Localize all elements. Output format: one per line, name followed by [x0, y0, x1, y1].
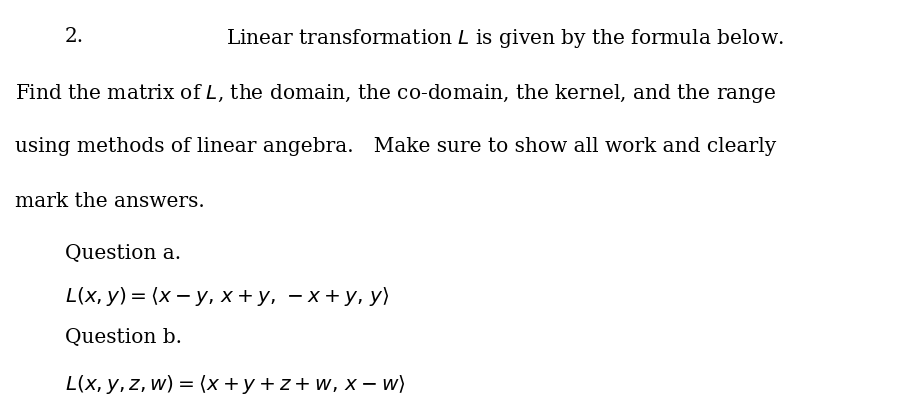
Text: Find the matrix of $L$, the domain, the co-domain, the kernel, and the range: Find the matrix of $L$, the domain, the …: [15, 82, 776, 105]
Text: $L(x, y, z, w) = \langle x + y + z + w,\, x - w\rangle$: $L(x, y, z, w) = \langle x + y + z + w,\…: [65, 373, 405, 396]
Text: 2.: 2.: [65, 27, 84, 46]
Text: Linear transformation $L$ is given by the formula below.: Linear transformation $L$ is given by th…: [226, 27, 783, 50]
Text: $L(x, y) = \langle x - y,\, x + y,\, -x + y,\, y\rangle$: $L(x, y) = \langle x - y,\, x + y,\, -x …: [65, 286, 389, 308]
Text: Question b.: Question b.: [65, 328, 182, 347]
Text: Question a.: Question a.: [65, 244, 181, 263]
Text: mark the answers.: mark the answers.: [15, 192, 205, 211]
Text: using methods of linear angebra. Make sure to show all work and clearly: using methods of linear angebra. Make su…: [15, 137, 776, 156]
